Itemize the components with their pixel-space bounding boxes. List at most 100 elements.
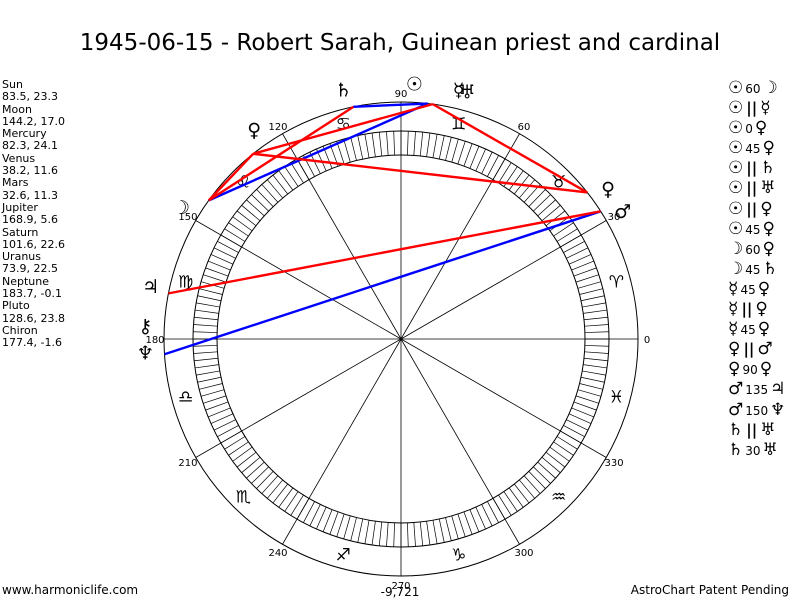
degree-tick [197, 376, 222, 383]
degree-label: 240 [268, 548, 287, 559]
planet-values-venus: 38.2, 11.6 [2, 164, 58, 178]
aspect-planet1-glyph: ♂ [728, 379, 744, 400]
planet-name-sun: Sun [2, 78, 23, 91]
degree-tick [322, 509, 333, 532]
planet-values-saturn: 101.6, 22.6 [2, 237, 65, 251]
aspect-planet2-glyph: ♅ [760, 419, 776, 440]
degree-label: 330 [604, 458, 623, 469]
degree-tick [261, 475, 279, 494]
degree-tick [251, 466, 269, 484]
degree-tick [284, 166, 299, 187]
aspect-planet1-glyph: ☉ [728, 98, 744, 119]
aspect-line [207, 152, 255, 202]
sign-spoke [195, 338, 402, 458]
aspect-line [353, 102, 428, 109]
degree-tick [194, 316, 219, 321]
degree-tick [451, 515, 459, 540]
aspect-planet2-glyph: ♀ [762, 238, 775, 259]
aspect-type: 60 [745, 242, 761, 257]
aspect-row: ☉ 60 ☽ [728, 78, 800, 98]
degree-tick [438, 518, 445, 543]
planet-chiron-icon: ⚷ [138, 316, 152, 338]
degree-tick [251, 194, 269, 212]
degree-tick [336, 141, 345, 165]
degree-tick [577, 281, 602, 289]
aspect-type: 45 [745, 142, 761, 157]
degree-tick [568, 254, 592, 265]
aspect-planet1-glyph: ☉ [728, 78, 744, 98]
degree-label: 30 [608, 212, 621, 223]
degree-tick [563, 425, 585, 437]
aspect-planet2-glyph: ♄ [762, 258, 778, 279]
aspect-planet1-glyph: ☉ [728, 118, 744, 139]
degree-tick [272, 483, 288, 504]
degree-tick [224, 436, 246, 450]
degree-tick [278, 487, 294, 508]
planet-name-chiron: Chiron [2, 323, 38, 337]
degree-tick [316, 506, 327, 530]
degree-tick [575, 274, 599, 283]
aspect-line [208, 105, 354, 202]
degree-tick [582, 370, 606, 376]
degree-tick [193, 351, 218, 354]
aspect-type: 30 [745, 443, 761, 458]
planet-values-moon: 144.2, 17.0 [2, 114, 65, 128]
planet-pluto-icon: ♀ [247, 119, 261, 141]
planet-values-pluto: 128.6, 23.8 [2, 311, 65, 325]
degree-tick [193, 324, 218, 327]
degree-tick [457, 513, 466, 537]
aspect-row: ☉ || ♀ [728, 199, 800, 219]
aspect-type: 60 [745, 82, 761, 96]
planet-name-venus: Venus [2, 151, 36, 165]
degree-tick [584, 351, 609, 354]
degree-tick [196, 370, 220, 376]
degree-tick [290, 162, 304, 184]
degree-tick [371, 132, 376, 157]
degree-tick [580, 295, 605, 302]
degree-tick [419, 132, 424, 157]
planet-venus-icon: ♀ [601, 179, 615, 201]
aspect-planet2-glyph: ♃ [770, 379, 786, 400]
degree-tick [386, 522, 389, 547]
degree-tick [205, 267, 229, 277]
degree-tick [208, 407, 231, 418]
degree-tick [438, 135, 445, 160]
aspect-type: 45 [745, 222, 761, 237]
planet-moon-icon: ☽ [173, 197, 190, 219]
degree-tick [217, 425, 239, 437]
degree-tick [241, 457, 261, 473]
aspect-planet2-glyph: ♀ [762, 218, 775, 239]
degree-tick [386, 131, 389, 156]
aspect-planet1-glyph: ☉ [728, 178, 744, 199]
planet-name-jupiter: Jupiter [2, 200, 38, 214]
degree-tick [203, 274, 227, 283]
zodiac-sign-icon: ♒ [551, 488, 566, 508]
degree-tick [213, 419, 236, 431]
zodiac-sign-icon: ♓ [609, 388, 624, 408]
degree-tick [203, 395, 227, 404]
aspect-row: ♄ || ♅ [728, 420, 800, 440]
aspect-planet1-glyph: ☉ [728, 218, 744, 239]
footer-website[interactable]: www.harmoniclife.com [2, 583, 139, 597]
aspect-row: ☉ 45 ♀ [728, 138, 800, 158]
aspect-row: ♂ 150 ♆ [728, 400, 800, 420]
degree-tick [519, 479, 535, 499]
aspect-row: ☽ 45 ♄ [728, 259, 800, 279]
degree-tick [584, 324, 609, 327]
degree-tick [463, 143, 473, 167]
zodiac-sign-icon: ♎ [178, 388, 193, 408]
degree-tick [210, 413, 234, 424]
aspect-planet2-glyph: ♀ [757, 278, 771, 299]
degree-tick [208, 260, 231, 271]
planet-name-pluto: Pluto [2, 299, 30, 313]
degree-tick [378, 132, 383, 157]
degree-tick [541, 457, 561, 473]
degree-tick [519, 179, 535, 199]
aspect-line [432, 103, 588, 194]
aspect-planet1-glyph: ♂ [728, 399, 744, 420]
degree-tick [533, 466, 551, 484]
degree-tick [413, 522, 416, 547]
degree-tick [232, 216, 253, 232]
aspect-type: || [741, 300, 753, 319]
